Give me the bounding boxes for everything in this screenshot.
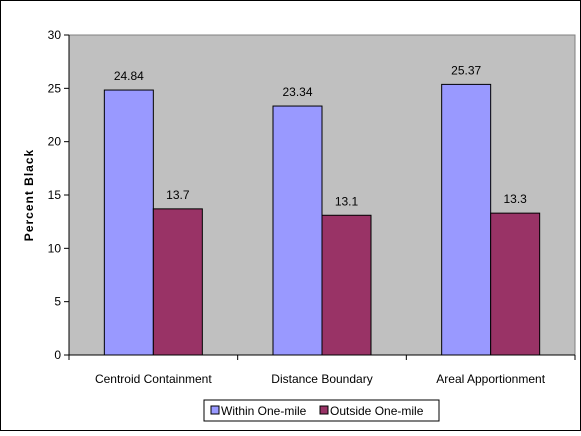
x-tick-label: Areal Apportionment (436, 372, 545, 386)
data-label: 13.3 (503, 192, 527, 206)
data-label: 23.34 (282, 85, 312, 99)
y-tick-label: 10 (48, 241, 62, 255)
data-label: 25.37 (451, 63, 481, 77)
x-axis: Centroid Containment Distance Boundary Are… (68, 354, 576, 386)
y-tick-label: 25 (48, 81, 62, 95)
bar-within-3 (441, 83, 492, 356)
legend-swatch (210, 405, 220, 415)
y-axis-label: Percent Black (22, 149, 36, 241)
y-tick-label: 0 (54, 348, 61, 362)
y-tick-label: 20 (48, 135, 62, 149)
data-label: 13.7 (166, 188, 190, 202)
data-label: 13.1 (335, 194, 359, 208)
legend-swatch (319, 405, 329, 415)
bar-outside-1 (152, 208, 203, 356)
y-axis: 0 5 10 15 20 25 30 (48, 28, 70, 362)
bar-within-1 (103, 89, 154, 356)
data-label: 24.84 (114, 69, 144, 83)
legend: Within One-mile Outside One-mile (203, 399, 440, 422)
x-tick-label: Centroid Containment (95, 372, 212, 386)
y-tick-label: 30 (48, 28, 62, 42)
bar-outside-3 (490, 212, 541, 356)
y-tick-label: 15 (48, 188, 62, 202)
bar-outside-2 (321, 214, 372, 356)
y-tick-label: 5 (54, 295, 61, 309)
bar-within-2 (272, 105, 323, 356)
x-tick-label: Distance Boundary (271, 372, 372, 386)
legend-label: Outside One-mile (330, 404, 424, 418)
bars-group: 24.84 13.7 23.34 13.1 25.37 13.3 (103, 63, 541, 356)
legend-label: Within One-mile (221, 404, 307, 418)
